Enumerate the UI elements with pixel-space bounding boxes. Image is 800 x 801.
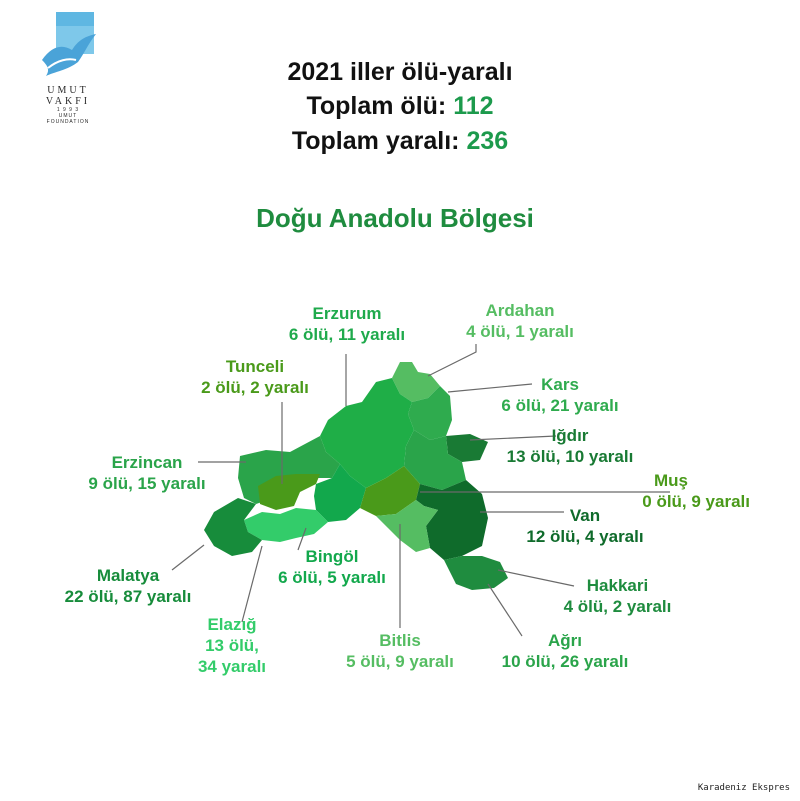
province-malatya bbox=[204, 498, 262, 556]
label-igdir-stats: 13 ölü, 10 yaralı bbox=[506, 447, 634, 466]
label-malatya-name: Malatya bbox=[96, 566, 160, 585]
umut-vakfi-logo: UMUT VAKFI 1 9 9 3 UMUT FOUNDATION bbox=[38, 10, 98, 125]
region-title: Doğu Anadolu Bölgesi bbox=[256, 203, 534, 233]
label-mus-name: Muş bbox=[654, 471, 688, 490]
label-van-stats: 12 ölü, 4 yaralı bbox=[526, 527, 644, 546]
label-agri: Ağrı 10 ölü, 26 yaralı bbox=[485, 630, 645, 672]
label-bitlis-name: Bitlis bbox=[379, 631, 421, 650]
label-tunceli-stats: 2 ölü, 2 yaralı bbox=[201, 378, 309, 397]
province-mus bbox=[360, 466, 420, 516]
label-elazig: Elazığ 13 ölü, 34 yaralı bbox=[172, 614, 292, 677]
page-title: 2021 iller ölü-yaralı bbox=[287, 58, 513, 86]
total-injured-line: Toplam yaralı: 236 bbox=[0, 127, 800, 156]
total-deaths-label: Toplam ölü: bbox=[306, 92, 447, 120]
label-mus: Muş 0 ölü, 9 yaralı bbox=[600, 470, 750, 512]
province-tunceli bbox=[258, 474, 320, 510]
total-deaths-line: Toplam ölü: 112 bbox=[0, 92, 800, 121]
dove-logo-icon bbox=[42, 12, 96, 76]
label-bingol: Bingöl 6 ölü, 5 yaralı bbox=[262, 546, 402, 588]
label-ardahan-stats: 4 ölü, 1 yaralı bbox=[466, 322, 574, 341]
label-igdir: Iğdır 13 ölü, 10 yaralı bbox=[505, 425, 635, 467]
label-hakkari-name: Hakkari bbox=[586, 576, 649, 595]
label-hakkari: Hakkari 4 ölü, 2 yaralı bbox=[545, 575, 690, 617]
label-igdir-name: Iğdır bbox=[551, 426, 589, 445]
label-ardahan-name: Ardahan bbox=[485, 301, 555, 320]
label-hakkari-stats: 4 ölü, 2 yaralı bbox=[563, 597, 672, 616]
label-erzincan: Erzincan 9 ölü, 15 yaralı bbox=[72, 452, 222, 494]
label-bitlis: Bitlis 5 ölü, 9 yaralı bbox=[330, 630, 470, 672]
label-van: Van 12 ölü, 4 yaralı bbox=[510, 505, 660, 547]
leader-lines bbox=[171, 344, 670, 637]
label-elazig-stats-2: 34 yaralı bbox=[197, 657, 267, 676]
logo-text-foundation: FOUNDATION bbox=[46, 119, 90, 125]
label-erzincan-stats: 9 ölü, 15 yaralı bbox=[88, 474, 206, 493]
label-agri-stats: 10 ölü, 26 yaralı bbox=[501, 652, 629, 671]
label-malatya-stats: 22 ölü, 87 yaralı bbox=[64, 587, 192, 606]
label-kars-name: Kars bbox=[541, 375, 579, 394]
province-ardahan bbox=[392, 362, 440, 402]
source-credit: Karadeniz Ekspres bbox=[697, 783, 790, 793]
label-kars: Kars 6 ölü, 21 yaralı bbox=[485, 374, 635, 416]
province-kars bbox=[408, 386, 452, 440]
label-tunceli: Tunceli 2 ölü, 2 yaralı bbox=[185, 356, 325, 398]
province-bingol bbox=[314, 464, 366, 522]
province-bitlis bbox=[376, 500, 438, 552]
label-tunceli-name: Tunceli bbox=[225, 357, 285, 376]
label-erzurum-name: Erzurum bbox=[312, 304, 382, 323]
label-bingol-name: Bingöl bbox=[305, 547, 359, 566]
label-bingol-stats: 6 ölü, 5 yaralı bbox=[278, 568, 386, 587]
province-erzurum bbox=[320, 378, 414, 488]
label-bitlis-stats: 5 ölü, 9 yaralı bbox=[346, 652, 454, 671]
province-hakkari bbox=[444, 556, 508, 590]
label-mus-stats: 0 ölü, 9 yaralı bbox=[642, 492, 750, 511]
label-erzincan-name: Erzincan bbox=[111, 453, 183, 472]
province-agri bbox=[404, 430, 466, 490]
total-injured-label: Toplam yaralı: bbox=[291, 127, 460, 155]
label-elazig-name: Elazığ bbox=[207, 615, 257, 634]
logo-text-umut: UMUT bbox=[47, 85, 89, 96]
label-van-name: Van bbox=[569, 506, 601, 525]
province-igdir bbox=[446, 434, 488, 462]
logo-text-vakfi: VAKFI bbox=[45, 96, 91, 107]
label-elazig-stats-1: 13 ölü, bbox=[205, 636, 259, 655]
logo-text-umut-small: UMUT bbox=[58, 113, 78, 119]
label-erzurum: Erzurum 6 ölü, 11 yaralı bbox=[272, 303, 422, 345]
province-van bbox=[416, 480, 488, 560]
province-elazig bbox=[244, 508, 328, 542]
label-erzurum-stats: 6 ölü, 11 yaralı bbox=[288, 325, 406, 344]
total-injured-value: 236 bbox=[466, 127, 509, 155]
label-kars-stats: 6 ölü, 21 yaralı bbox=[501, 396, 619, 415]
label-agri-name: Ağrı bbox=[548, 631, 582, 650]
label-malatya: Malatya 22 ölü, 87 yaralı bbox=[48, 565, 208, 607]
label-ardahan: Ardahan 4 ölü, 1 yaralı bbox=[450, 300, 590, 342]
logo-year: 1 9 9 3 bbox=[56, 107, 80, 113]
total-deaths-value: 112 bbox=[453, 92, 494, 120]
